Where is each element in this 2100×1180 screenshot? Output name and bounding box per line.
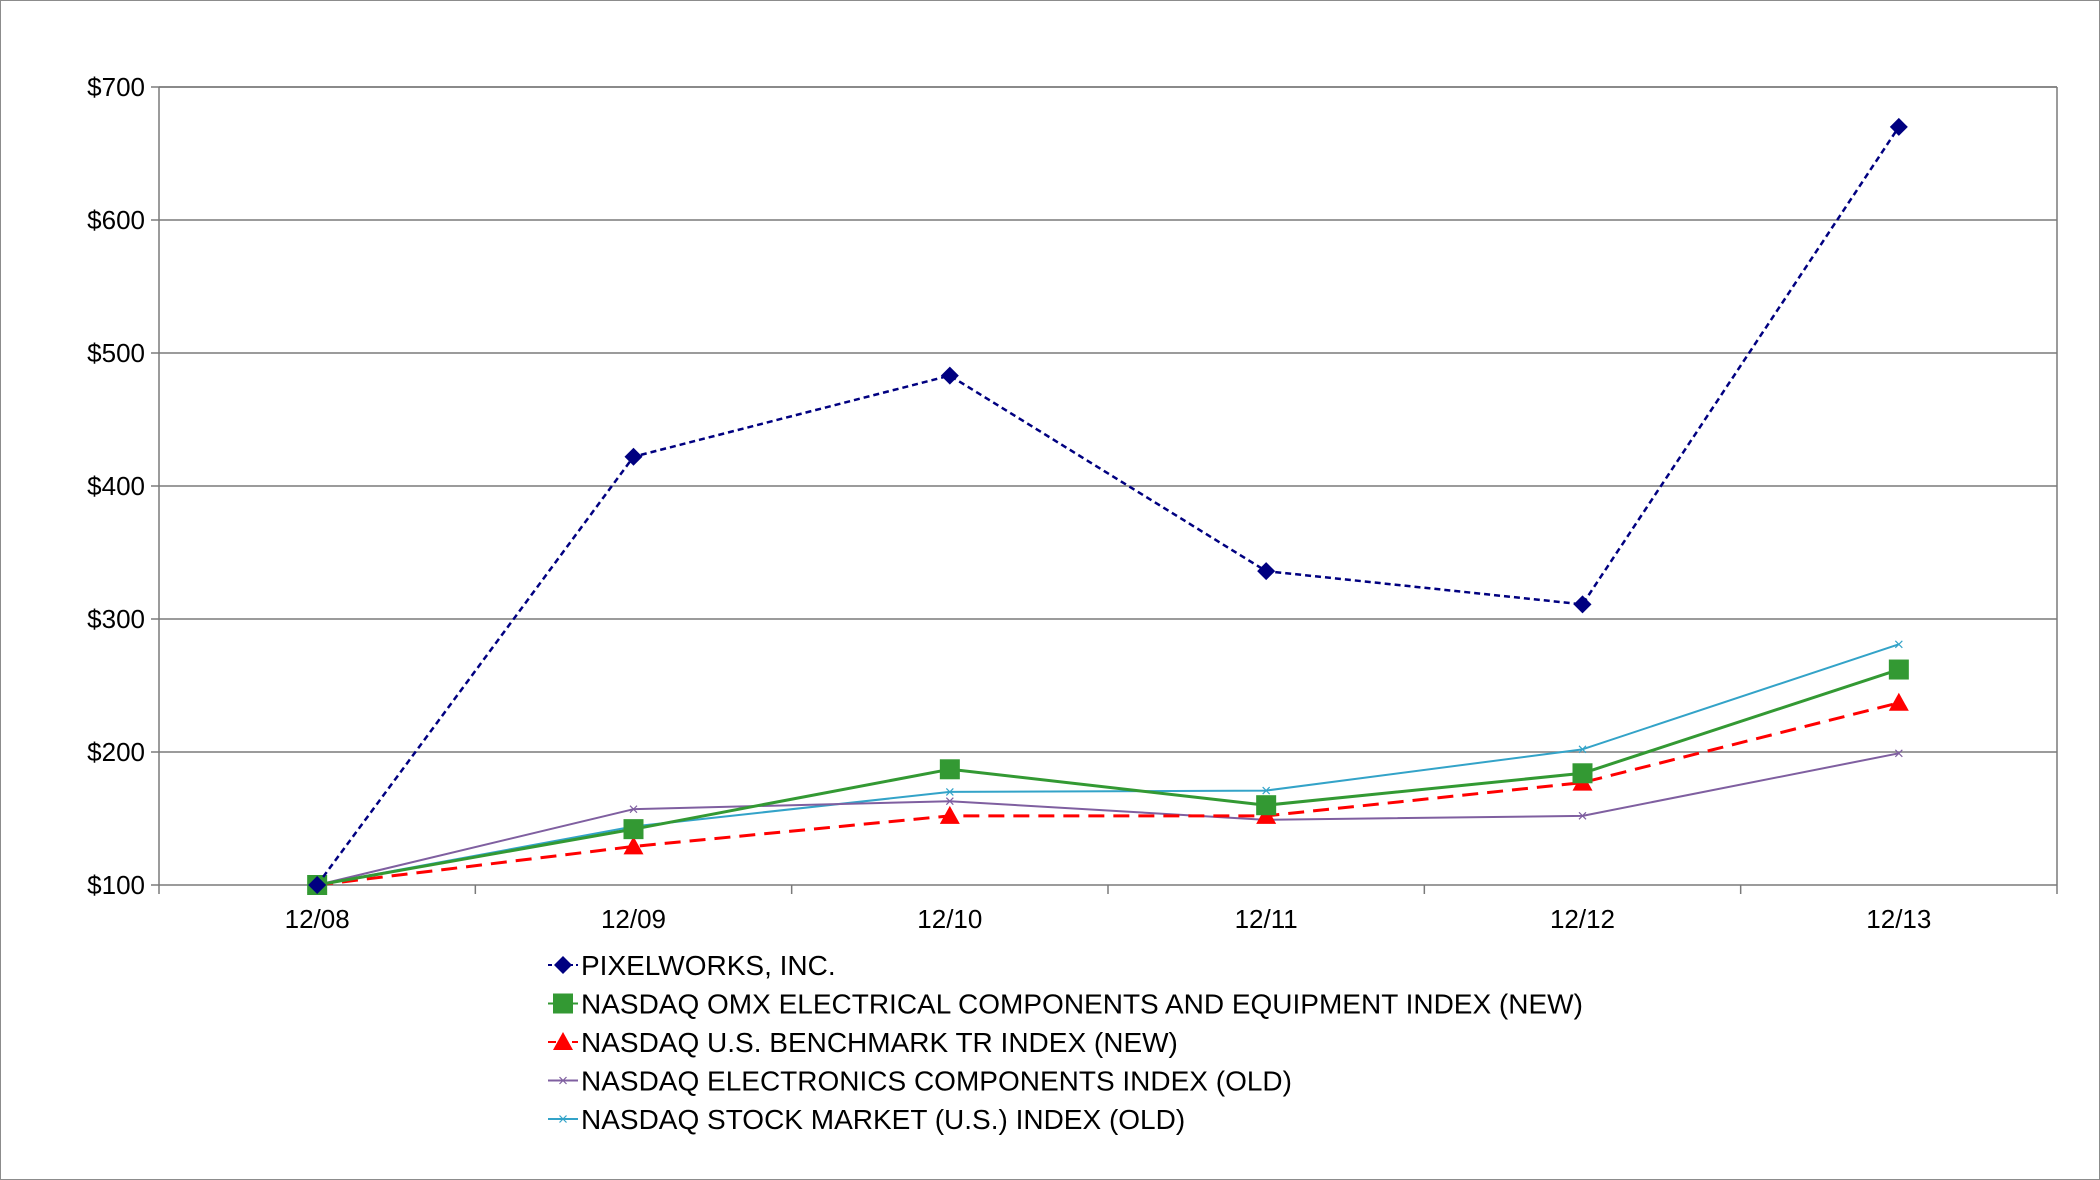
legend-label-1: NASDAQ OMX ELECTRICAL COMPONENTS AND EQU… bbox=[581, 989, 1583, 1020]
series-1-point-1 bbox=[623, 819, 644, 840]
x-tick-label-1: 12/09 bbox=[601, 904, 666, 934]
x-tick-label-0: 12/08 bbox=[285, 904, 350, 934]
x-tick-label-4: 12/12 bbox=[1550, 904, 1615, 934]
series-line-1 bbox=[316, 668, 1900, 887]
series-0-point-1 bbox=[624, 447, 643, 466]
series-4-point-2 bbox=[945, 787, 954, 796]
y-tick-label-3: $400 bbox=[87, 471, 145, 501]
series-0-point-5 bbox=[1889, 117, 1908, 136]
series-4-point-3 bbox=[1262, 786, 1271, 795]
series-0-point-2 bbox=[940, 366, 959, 385]
series-line-4 bbox=[316, 643, 1900, 886]
series-1-point-4 bbox=[1572, 763, 1593, 784]
y-tick-label-4: $500 bbox=[87, 338, 145, 368]
series-3-point-5 bbox=[1894, 749, 1903, 758]
legend-swatch-marker-3 bbox=[559, 1076, 567, 1085]
y-tick-label-2: $300 bbox=[87, 604, 145, 634]
series-1-point-2 bbox=[939, 759, 960, 780]
series-line-3 bbox=[316, 752, 1900, 886]
legend-label-0: PIXELWORKS, INC. bbox=[581, 950, 836, 981]
legend-label-2: NASDAQ U.S. BENCHMARK TR INDEX (NEW) bbox=[581, 1027, 1178, 1058]
series-line-2 bbox=[316, 701, 1900, 887]
legend-label-3: NASDAQ ELECTRONICS COMPONENTS INDEX (OLD… bbox=[581, 1066, 1292, 1097]
x-tick-label-3: 12/11 bbox=[1235, 904, 1298, 934]
series-1-point-5 bbox=[1888, 659, 1909, 680]
legend-swatch-marker-4 bbox=[559, 1115, 567, 1123]
y-tick-label-1: $200 bbox=[87, 737, 145, 767]
series-2-point-2 bbox=[939, 805, 960, 824]
x-tick-label-2: 12/10 bbox=[917, 904, 982, 934]
series-3-point-2 bbox=[945, 797, 954, 806]
series-0-point-0 bbox=[308, 876, 327, 894]
series-1-point-3 bbox=[1256, 795, 1277, 816]
y-tick-label-6: $700 bbox=[87, 72, 145, 102]
y-tick-label-0: $100 bbox=[87, 870, 145, 900]
legend-swatch-marker-0 bbox=[554, 956, 572, 974]
legend-swatch-marker-1 bbox=[553, 993, 573, 1014]
legend-label-4: NASDAQ STOCK MARKET (U.S.) INDEX (OLD) bbox=[581, 1104, 1185, 1135]
series-2-point-5 bbox=[1888, 692, 1909, 711]
y-tick-label-5: $600 bbox=[87, 205, 145, 235]
x-tick-label-5: 12/13 bbox=[1866, 904, 1931, 934]
series-3-point-4 bbox=[1578, 811, 1587, 820]
series-0-point-3 bbox=[1257, 562, 1276, 581]
legend-swatch-marker-2 bbox=[553, 1032, 573, 1050]
series-4-point-5 bbox=[1894, 640, 1903, 649]
series-line-0 bbox=[316, 126, 1900, 886]
series-3-point-1 bbox=[629, 805, 638, 814]
series-4-point-4 bbox=[1578, 745, 1587, 754]
series-0-point-4 bbox=[1573, 595, 1592, 614]
series-2-point-1 bbox=[623, 836, 644, 855]
